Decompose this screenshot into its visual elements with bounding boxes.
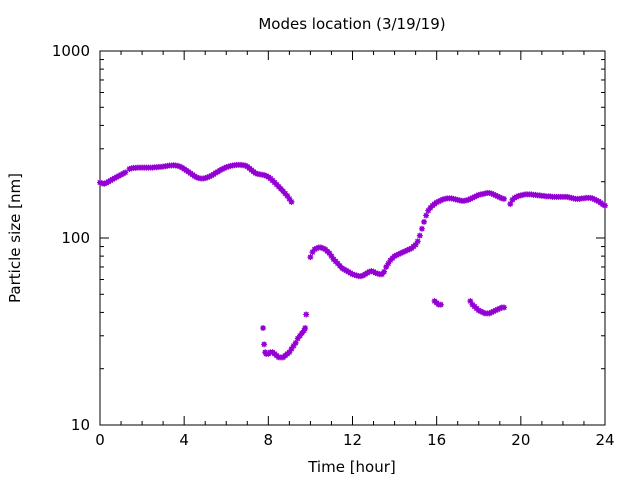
y-axis-label: Particle size [nm] <box>6 173 24 303</box>
x-tick-label: 20 <box>511 431 530 449</box>
data-point <box>286 349 293 356</box>
data-point <box>260 325 267 332</box>
axis-ticks <box>99 50 606 426</box>
data-point <box>122 169 129 176</box>
data-point <box>302 325 309 332</box>
x-axis-label: Time [hour] <box>307 458 396 476</box>
data-point <box>307 254 314 261</box>
data-point <box>414 238 421 245</box>
data-point <box>501 304 507 311</box>
data-point <box>467 298 474 305</box>
data-point <box>602 202 608 209</box>
x-tick-label: 12 <box>343 431 362 449</box>
x-tick-label: 8 <box>264 431 274 449</box>
y-tick-label: 10 <box>71 416 90 434</box>
data-point <box>381 268 388 275</box>
data-point <box>421 218 428 225</box>
chart-title: Modes location (3/19/19) <box>258 15 445 33</box>
data-point <box>385 260 392 267</box>
data-point <box>501 195 507 202</box>
data-point <box>286 195 293 202</box>
data-point <box>383 263 390 270</box>
data-point <box>288 198 295 205</box>
data-point <box>328 253 335 260</box>
data-point <box>437 301 444 308</box>
x-tick-label: 0 <box>95 431 105 449</box>
data-point <box>288 345 295 352</box>
x-tick-labels: 0 4 8 12 16 20 24 <box>95 431 614 449</box>
data-point <box>507 200 514 207</box>
data-point <box>416 232 423 239</box>
data-point <box>292 339 299 346</box>
data-point <box>303 311 310 318</box>
data-points <box>97 161 608 361</box>
data-point <box>412 241 419 248</box>
plot-frame <box>99 50 606 426</box>
y-tick-label: 1000 <box>52 42 90 60</box>
y-tick-labels: 10 100 1000 <box>52 42 90 434</box>
data-point <box>261 341 268 348</box>
data-point <box>418 225 425 232</box>
data-point <box>423 212 430 219</box>
x-tick-label: 4 <box>179 431 189 449</box>
x-tick-label: 16 <box>427 431 446 449</box>
y-tick-label: 100 <box>61 229 90 247</box>
x-tick-label: 24 <box>595 431 614 449</box>
